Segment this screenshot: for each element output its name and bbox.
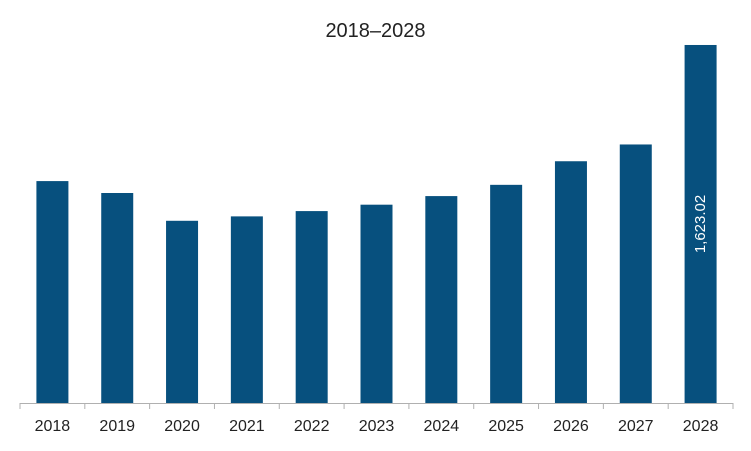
bar-2021 — [230, 216, 263, 403]
bar-2018 — [36, 181, 69, 403]
x-ticks-group — [19, 403, 734, 409]
bar-2028 — [684, 44, 717, 403]
x-tick-label-2026: 2026 — [553, 418, 589, 435]
x-tick-label-2028: 2028 — [683, 418, 719, 435]
bar-2024 — [425, 196, 458, 403]
x-tick-label-2021: 2021 — [229, 418, 265, 435]
x-tick-label-2020: 2020 — [164, 418, 200, 435]
bars-group — [36, 44, 717, 403]
x-tick-labels-group: 2018 2019 2020 2021 2022 2023 2024 2025 2026 2027… — [35, 418, 719, 435]
x-tick-label-2018: 2018 — [35, 418, 71, 435]
bar-2027 — [619, 144, 652, 403]
bar-2025 — [490, 184, 523, 403]
chart-title: 2018–2028 — [325, 20, 425, 42]
x-tick-label-2019: 2019 — [99, 418, 135, 435]
x-tick-label-2023: 2023 — [359, 418, 395, 435]
bar-2019 — [101, 193, 134, 403]
bar-2020 — [166, 220, 199, 403]
x-tick-label-2027: 2027 — [618, 418, 654, 435]
bar-2023 — [360, 204, 393, 403]
x-tick-label-2025: 2025 — [488, 418, 524, 435]
x-tick-label-2024: 2024 — [424, 418, 460, 435]
data-labels-group: 1,623.02 — [692, 195, 709, 253]
x-tick-label-2022: 2022 — [294, 418, 330, 435]
bar-2026 — [554, 161, 587, 403]
bar-2022 — [295, 211, 328, 403]
data-label-2028: 1,623.02 — [692, 195, 709, 253]
